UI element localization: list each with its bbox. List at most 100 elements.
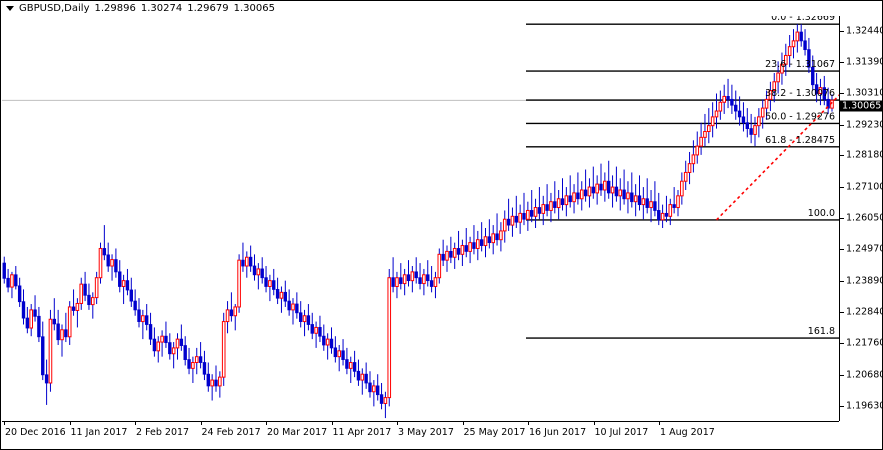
time-tick bbox=[200, 421, 202, 425]
candle bbox=[210, 379, 214, 387]
candle bbox=[610, 186, 615, 194]
candle bbox=[148, 324, 153, 340]
chart-plot-area[interactable]: 0.0 - 1.32669 23.6 - 1.31067 38.2 - 1.3007… bbox=[2, 16, 839, 421]
price-tick bbox=[839, 155, 844, 157]
candle bbox=[452, 247, 457, 258]
price-tick bbox=[839, 343, 844, 345]
time-tick-label: 16 Jun 2017 bbox=[529, 427, 587, 438]
candle bbox=[406, 274, 411, 282]
fib-label-23.6: 23.6 - 1.31067 bbox=[765, 59, 835, 70]
candle bbox=[757, 116, 761, 127]
time-axis[interactable]: 20 Dec 2016 11 Jan 2017 2 Feb 2017 24 Feb 2… bbox=[2, 421, 883, 449]
candle bbox=[814, 84, 819, 94]
candle bbox=[14, 274, 18, 287]
candle bbox=[637, 195, 642, 206]
candle bbox=[52, 318, 56, 325]
candle bbox=[784, 54, 788, 65]
candle bbox=[341, 350, 345, 360]
candle bbox=[202, 362, 207, 375]
time-tick bbox=[4, 421, 5, 425]
candle bbox=[587, 186, 592, 197]
candle bbox=[522, 212, 526, 220]
candle bbox=[641, 198, 646, 206]
candle bbox=[133, 300, 137, 311]
candle bbox=[275, 289, 280, 299]
candle bbox=[710, 116, 715, 127]
candle bbox=[314, 326, 318, 334]
candlesticks bbox=[2, 24, 834, 419]
candle bbox=[526, 209, 530, 220]
candle bbox=[298, 312, 303, 322]
candle bbox=[83, 283, 87, 296]
price-tick bbox=[839, 187, 844, 189]
candlestick-svg: 0.0 - 1.32669 23.6 - 1.31067 38.2 - 1.3007… bbox=[2, 16, 839, 419]
candle bbox=[449, 250, 453, 258]
candle bbox=[48, 318, 53, 384]
candle bbox=[418, 277, 422, 284]
time-tick bbox=[528, 421, 529, 425]
triangle-down-icon[interactable] bbox=[6, 6, 14, 11]
candle bbox=[791, 40, 796, 48]
candle bbox=[822, 87, 826, 100]
candle bbox=[664, 212, 669, 217]
candle bbox=[499, 230, 503, 241]
candle bbox=[29, 309, 33, 329]
candle bbox=[660, 212, 665, 221]
price-tick bbox=[839, 280, 844, 282]
candle bbox=[695, 145, 700, 156]
candle bbox=[772, 81, 777, 92]
candle bbox=[811, 66, 815, 86]
price-tick bbox=[839, 249, 844, 251]
candle bbox=[533, 207, 538, 217]
candle bbox=[595, 183, 599, 194]
candle bbox=[310, 324, 314, 334]
candle bbox=[279, 291, 284, 299]
candle bbox=[144, 315, 149, 325]
price-axis[interactable]: 1.32440 1.31390 1.30310 1.29230 1.28180 1.271… bbox=[839, 16, 883, 421]
price-tick bbox=[839, 93, 844, 95]
candle bbox=[329, 338, 334, 349]
candle bbox=[399, 277, 403, 284]
candle bbox=[495, 233, 499, 241]
candle bbox=[318, 327, 322, 337]
time-tick bbox=[69, 421, 71, 425]
candle bbox=[576, 192, 580, 200]
candle bbox=[683, 171, 688, 182]
price-tick-label: 1.27100 bbox=[846, 181, 883, 193]
candle bbox=[245, 256, 249, 267]
candle bbox=[256, 268, 261, 276]
candle bbox=[649, 201, 653, 209]
candle bbox=[110, 259, 114, 267]
candle bbox=[25, 317, 30, 329]
candle bbox=[545, 204, 549, 211]
time-tick bbox=[266, 421, 267, 425]
fib-label-100: 100.0 bbox=[808, 208, 835, 219]
price-tick-label: 1.22840 bbox=[846, 306, 883, 318]
current-price-badge: 1.30065 bbox=[839, 100, 883, 112]
candle bbox=[325, 338, 330, 346]
price-tick-label: 1.21760 bbox=[846, 337, 883, 349]
time-tick-label: 25 May 2017 bbox=[463, 427, 526, 438]
candle bbox=[441, 253, 445, 261]
candle bbox=[225, 309, 230, 323]
fibonacci-retracement-lines[interactable] bbox=[526, 23, 839, 339]
candle bbox=[44, 374, 49, 384]
candle bbox=[445, 250, 449, 261]
candle bbox=[360, 373, 365, 381]
fib-label-61.8: 61.8 - 1.28475 bbox=[765, 135, 835, 146]
candle bbox=[414, 271, 418, 279]
candle bbox=[295, 303, 299, 314]
candle bbox=[402, 274, 407, 285]
candle bbox=[137, 309, 141, 322]
candle bbox=[387, 277, 392, 399]
price-tick bbox=[839, 374, 844, 376]
candle bbox=[707, 125, 711, 133]
candle bbox=[753, 125, 757, 135]
candle bbox=[6, 277, 10, 288]
candle bbox=[556, 198, 561, 209]
candle bbox=[106, 254, 110, 267]
fib-label-161.8: 161.8 bbox=[808, 326, 835, 337]
time-axis-line bbox=[2, 421, 839, 422]
candle bbox=[71, 306, 76, 311]
price-tick-label: 1.30310 bbox=[846, 87, 883, 99]
